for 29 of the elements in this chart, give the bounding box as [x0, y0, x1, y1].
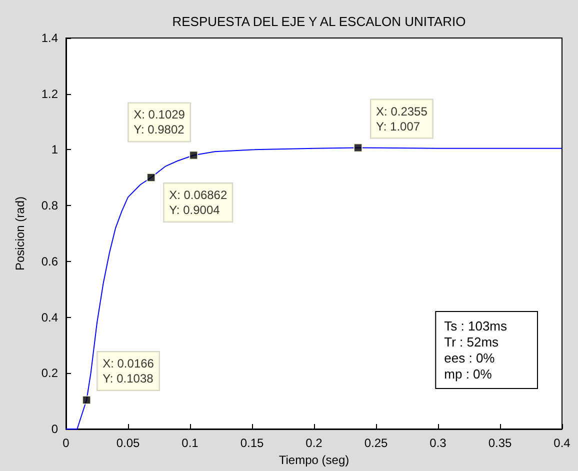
annotation: Ts : 103ms Tr : 52ms ees : 0% mp : 0% — [444, 318, 508, 382]
point — [146, 173, 156, 182]
y-tick-label: 0 — [51, 422, 58, 436]
x-tick-label: 0 — [62, 436, 70, 450]
x-axis-title: Tiempo (seg) — [278, 453, 350, 467]
chart-title: RESPUESTA DEL EJE Y AL ESCALON UNITARIO — [172, 14, 466, 29]
x-tick-label: 0.2 — [306, 436, 323, 450]
x-tick-label: 0.15 — [240, 436, 264, 450]
point — [354, 143, 363, 152]
y-tick-label: 1.4 — [41, 31, 58, 45]
y-tick-label: 0.8 — [41, 198, 58, 213]
x-tick-label: 0.3 — [430, 436, 447, 450]
y-tick-label: 0.6 — [41, 254, 58, 268]
y-tick-label: 0.4 — [41, 310, 58, 324]
x-tick-label: 0.4 — [554, 436, 571, 450]
annotation: X: 0.2355 Y: 1.007 — [376, 104, 428, 134]
annotation: X: 0.0166 Y: 0.1038 — [102, 356, 154, 386]
point — [82, 396, 92, 405]
x-tick-label: 0.1 — [182, 436, 199, 450]
x-tick-label: 0.05 — [116, 436, 140, 450]
x-tick-label: 0.25 — [364, 436, 388, 450]
annotation: X: 0.1029 Y: 0.9802 — [134, 108, 186, 137]
annotation: X: 0.06862 Y: 0.9004 — [169, 188, 228, 218]
x-tick-label: 0.35 — [488, 436, 512, 450]
y-tick-label: 1.2 — [41, 86, 58, 101]
point — [189, 150, 198, 160]
y-tick-label: 0.2 — [41, 366, 58, 380]
y-axis-title: Posicion (rad) — [13, 196, 27, 271]
y-tick-label: 1 — [51, 142, 58, 157]
